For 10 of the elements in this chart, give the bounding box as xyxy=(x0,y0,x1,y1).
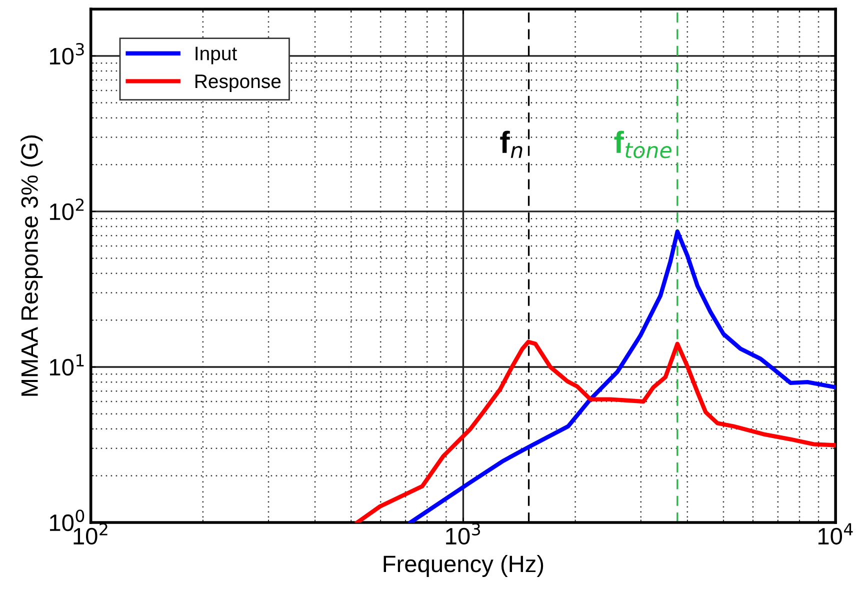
ref-line-label: f$_{n}$ xyxy=(500,130,522,158)
x-tick-label: 10$^{4}$ xyxy=(818,523,853,545)
y-tick-label: 10$^{1}$ xyxy=(50,354,84,376)
ref-line-label: f$_{tone}$ xyxy=(614,130,672,158)
x-axis-title: Frequency (Hz) xyxy=(384,554,544,577)
y-tick-label: 10$^{2}$ xyxy=(50,198,84,220)
y-tick-label: 10$^{3}$ xyxy=(50,43,84,65)
legend-label: Input xyxy=(196,46,237,64)
legend-label: Response xyxy=(195,74,281,92)
y-axis-title: MMAA Response 3% (G) xyxy=(20,135,43,396)
